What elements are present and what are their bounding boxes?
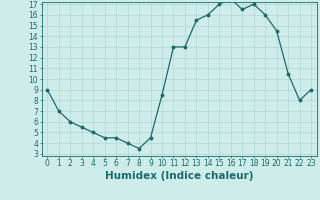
X-axis label: Humidex (Indice chaleur): Humidex (Indice chaleur) [105, 171, 253, 181]
